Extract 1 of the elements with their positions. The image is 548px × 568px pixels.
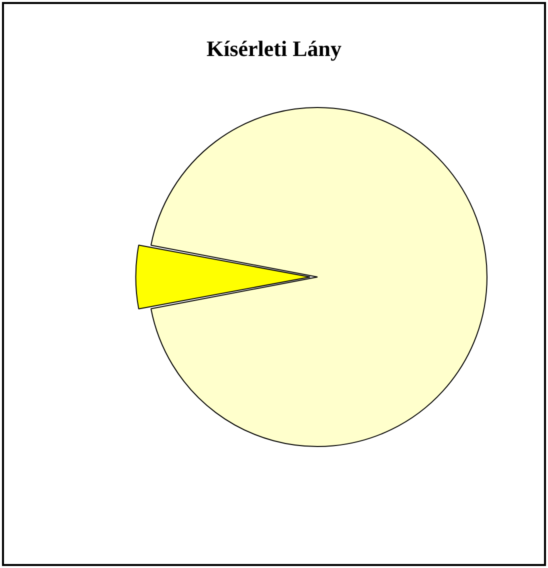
chart-title: Kísérleti Lány [205,36,343,62]
